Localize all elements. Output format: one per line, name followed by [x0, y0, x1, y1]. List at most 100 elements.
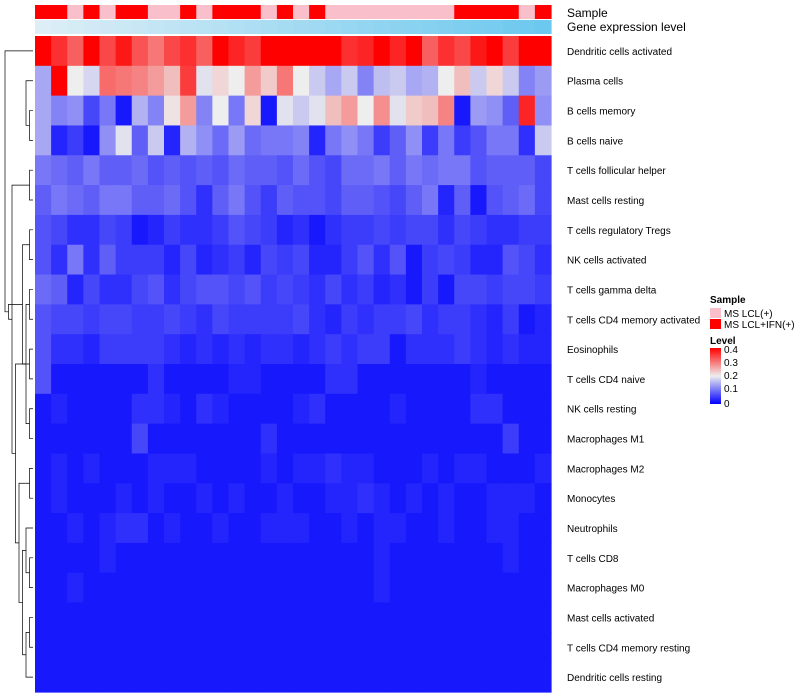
heatmap-cell [180, 632, 197, 662]
heatmap-cell [422, 36, 439, 66]
sample-legend: Sample MS LCL(+) MS LCL+IFN(+) [710, 295, 795, 331]
sample-annotation-cell [132, 5, 149, 19]
heatmap-cell [261, 513, 278, 543]
heatmap-cell [535, 424, 552, 454]
heatmap-cell [374, 36, 391, 66]
gene-expression-annotation-cell [406, 20, 423, 34]
heatmap-cell [100, 453, 117, 483]
heatmap-cell [438, 364, 455, 394]
heatmap-cell [325, 36, 342, 66]
heatmap-cell [422, 453, 439, 483]
row-label: T cells CD4 memory activated [567, 315, 700, 326]
heatmap-cell [454, 662, 471, 692]
heatmap-cell [148, 424, 165, 454]
heatmap-cell [116, 662, 133, 692]
heatmap-cell [293, 185, 310, 215]
sample-annotation-cell [374, 5, 391, 19]
heatmap-cell [132, 334, 149, 364]
gene-expression-annotation-cell [132, 20, 149, 34]
heatmap-cell [229, 364, 246, 394]
heatmap-cell [519, 66, 536, 96]
heatmap-cell [196, 125, 213, 155]
heatmap-cell [309, 155, 326, 185]
heatmap-cell [212, 632, 229, 662]
heatmap-cell [341, 304, 358, 334]
gene-expression-annotation-cell [100, 20, 117, 34]
heatmap-cell [148, 573, 165, 603]
heatmap-cell [374, 155, 391, 185]
heatmap-cell [100, 424, 117, 454]
heatmap-cell [100, 334, 117, 364]
heatmap-cell [470, 125, 487, 155]
heatmap-cell [229, 275, 246, 305]
heatmap-cell [261, 543, 278, 573]
heatmap-cell [67, 185, 84, 215]
gene-expression-annotation-cell [535, 20, 552, 34]
heatmap-cell [293, 573, 310, 603]
heatmap-cell [535, 394, 552, 424]
heatmap-cell [116, 66, 133, 96]
heatmap-cell [470, 334, 487, 364]
heatmap-cell [51, 334, 68, 364]
heatmap-cell [535, 364, 552, 394]
heatmap-cell [67, 245, 84, 275]
heatmap-cell [35, 245, 52, 275]
heatmap-cell [422, 364, 439, 394]
heatmap-cell [358, 543, 375, 573]
sample-annotation-cell [67, 5, 84, 19]
heatmap-cell [358, 662, 375, 692]
heatmap-cell [358, 424, 375, 454]
heatmap-cell [132, 543, 149, 573]
heatmap-cell [116, 364, 133, 394]
heatmap-cell [212, 394, 229, 424]
heatmap-cell [261, 275, 278, 305]
heatmap-cell [341, 424, 358, 454]
heatmap-cell [309, 573, 326, 603]
heatmap-cell [261, 424, 278, 454]
heatmap-cell [132, 513, 149, 543]
heatmap-cell [67, 96, 84, 126]
heatmap-cell [487, 483, 504, 513]
heatmap-cell [422, 155, 439, 185]
heatmap-cell [535, 155, 552, 185]
heatmap-cell [293, 66, 310, 96]
heatmap-cell [116, 185, 133, 215]
heatmap-cell [132, 483, 149, 513]
heatmap-cell [374, 543, 391, 573]
heatmap-cell [196, 96, 213, 126]
heatmap-cell [309, 275, 326, 305]
heatmap-cell [277, 364, 294, 394]
heatmap-cell [180, 245, 197, 275]
heatmap-cell [406, 334, 423, 364]
heatmap-cell [245, 394, 262, 424]
heatmap-cell [309, 215, 326, 245]
heatmap-cell [148, 543, 165, 573]
sample-annotation-cell [438, 5, 455, 19]
level-tick-0: 0 [724, 399, 730, 410]
heatmap-cell [454, 334, 471, 364]
heatmap-cell [116, 245, 133, 275]
heatmap-cell [245, 364, 262, 394]
heatmap-cell [245, 483, 262, 513]
heatmap-cell [358, 304, 375, 334]
heatmap-cell [35, 304, 52, 334]
heatmap-cell [277, 603, 294, 633]
row-label: Plasma cells [567, 77, 623, 88]
heatmap-cell [83, 125, 100, 155]
heatmap-cell [358, 96, 375, 126]
heatmap-cell [341, 453, 358, 483]
heatmap-cell [309, 125, 326, 155]
heatmap-cell [438, 543, 455, 573]
heatmap-cell [406, 66, 423, 96]
heatmap-cell [51, 245, 68, 275]
heatmap-cell [503, 36, 520, 66]
heatmap-cell [277, 66, 294, 96]
sample-annotation-cell [422, 5, 439, 19]
heatmap-cell [535, 453, 552, 483]
gene-expression-annotation-cell [164, 20, 181, 34]
heatmap-cell [535, 245, 552, 275]
heatmap-cell [519, 543, 536, 573]
heatmap-cell [245, 215, 262, 245]
heatmap-cell [358, 155, 375, 185]
heatmap-cell [164, 603, 181, 633]
